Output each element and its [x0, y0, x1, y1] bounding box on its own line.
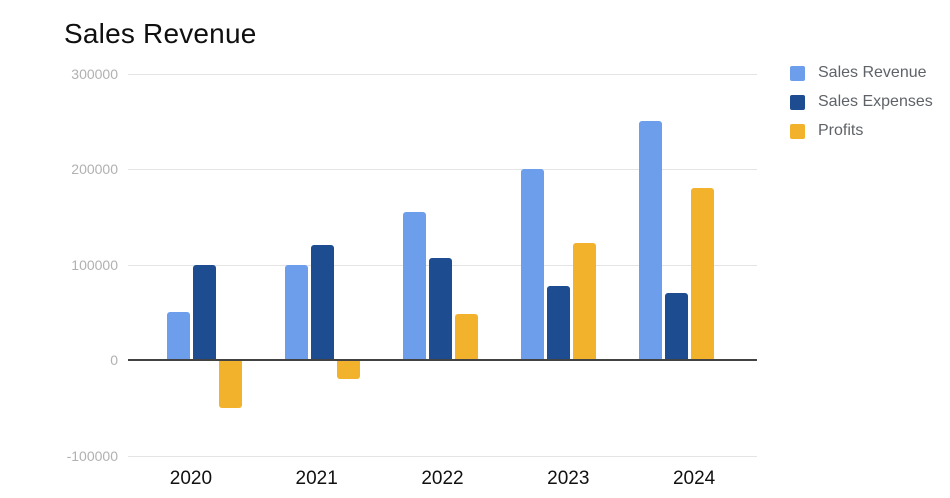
- legend-swatch-sales-expenses: [790, 94, 805, 110]
- y-axis-label-0: 0: [110, 352, 118, 368]
- y-axis-label-300000: 300000: [71, 65, 118, 82]
- chart-title: Sales Revenue: [64, 18, 257, 49]
- gridline--100000: [128, 455, 757, 457]
- legend-swatch-sales-revenue: [790, 65, 805, 81]
- bar-sales-expenses-2021[interactable]: [310, 245, 334, 360]
- y-axis-label-200000: 200000: [71, 161, 118, 177]
- gridline-300000: [128, 73, 757, 75]
- legend-swatch-profits: [790, 123, 805, 139]
- x-axis-label-2020: 2020: [169, 468, 213, 489]
- bar-sales-expenses-2023[interactable]: [546, 286, 570, 360]
- y-axis-label--100000: -100000: [66, 447, 118, 464]
- legend-item-sales-expenses[interactable]: Sales Expenses: [790, 93, 933, 110]
- bar-sales-revenue-2022[interactable]: [402, 211, 426, 360]
- x-axis-label-2023: 2023: [547, 468, 590, 489]
- legend-item-profits[interactable]: Profits: [790, 122, 864, 139]
- bar-sales-revenue-2021[interactable]: [284, 264, 308, 360]
- bar-sales-expenses-2022[interactable]: [428, 257, 452, 360]
- bar-sales-revenue-2020[interactable]: [166, 312, 190, 360]
- bar-profits-2021[interactable]: [336, 360, 360, 380]
- gridline-200000: [128, 169, 757, 170]
- bar-profits-2022[interactable]: [454, 314, 478, 360]
- bar-profits-2020[interactable]: [218, 360, 242, 408]
- legend-item-sales-revenue[interactable]: Sales Revenue: [790, 64, 927, 81]
- bar-sales-revenue-2023[interactable]: [520, 169, 544, 360]
- x-axis-label-2021: 2021: [295, 468, 338, 489]
- legend-label-sales-revenue: Sales Revenue: [818, 64, 927, 81]
- legend-label-profits: Profits: [818, 122, 864, 139]
- bar-profits-2024[interactable]: [690, 188, 714, 360]
- bar-sales-expenses-2024[interactable]: [664, 293, 688, 360]
- x-axis-line: [128, 359, 757, 361]
- x-axis-label-2024: 2024: [672, 468, 716, 489]
- legend-label-sales-expenses: Sales Expenses: [818, 93, 933, 110]
- y-axis-label-100000: 100000: [71, 256, 118, 273]
- bar-profits-2023[interactable]: [572, 242, 596, 360]
- bar-sales-expenses-2020[interactable]: [192, 264, 216, 360]
- bar-sales-revenue-2024[interactable]: [638, 121, 662, 360]
- x-axis-label-2022: 2022: [421, 468, 464, 489]
